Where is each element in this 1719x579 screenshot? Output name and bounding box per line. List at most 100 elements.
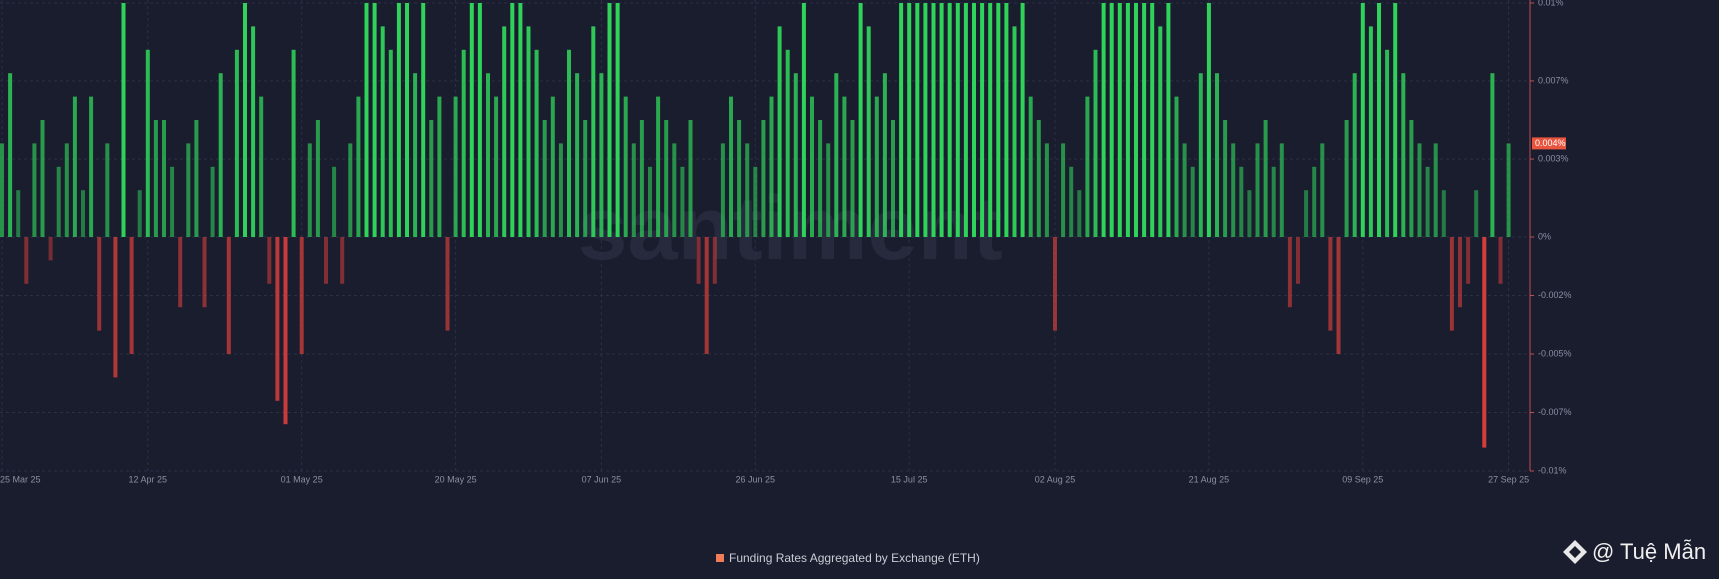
bar [1409, 120, 1414, 237]
bar [64, 143, 69, 237]
x-tick-label: 26 Jun 25 [736, 474, 776, 484]
bar [259, 96, 264, 237]
last-value-label: 0.004% [1535, 138, 1566, 148]
bar [664, 120, 669, 237]
bar [1296, 237, 1300, 284]
x-tick-label: 07 Jun 25 [582, 474, 622, 484]
bar [234, 49, 239, 237]
bar [826, 143, 831, 237]
bar [307, 143, 312, 237]
bar [502, 26, 507, 238]
bar [145, 49, 150, 237]
bar [542, 120, 547, 237]
bar [988, 3, 993, 237]
bar [980, 3, 985, 237]
bar [1085, 96, 1090, 237]
x-tick-label: 27 Sep 25 [1488, 474, 1529, 484]
bar [8, 73, 13, 237]
bar [1125, 3, 1130, 237]
bar [218, 73, 223, 237]
bar [162, 120, 166, 237]
bar [1012, 26, 1017, 238]
bar [607, 3, 612, 237]
x-tick-label: 12 Apr 25 [129, 474, 168, 484]
bar [729, 96, 733, 237]
bar [1385, 49, 1390, 237]
bar [1198, 73, 1203, 237]
bar [1053, 237, 1057, 331]
x-tick-label: 21 Aug 25 [1189, 474, 1230, 484]
bar [810, 96, 814, 237]
bar [753, 166, 758, 237]
last-value-box [1532, 137, 1566, 150]
bar [720, 143, 725, 237]
bar [1441, 190, 1446, 237]
bar [1328, 237, 1333, 331]
bar [842, 96, 847, 237]
bar [1231, 143, 1236, 237]
bar [16, 190, 21, 237]
bar [72, 96, 77, 237]
bar [1061, 143, 1066, 237]
bar [1312, 166, 1317, 237]
bar [24, 237, 29, 284]
bar [81, 190, 85, 237]
bar [113, 237, 118, 378]
bar [1101, 3, 1106, 237]
bar [1393, 3, 1398, 237]
bar [1336, 237, 1341, 354]
bar [356, 96, 361, 237]
bar [445, 237, 450, 331]
y-tick-label: -0.002% [1538, 290, 1572, 300]
bar [672, 143, 677, 237]
bar [939, 3, 944, 237]
attribution: @ Tuệ Mẫn [1592, 539, 1706, 564]
bar [550, 96, 555, 237]
bar [891, 120, 895, 237]
y-tick-label: 0.003% [1538, 153, 1569, 163]
bar [1069, 166, 1074, 237]
x-tick-label: 20 May 25 [435, 474, 477, 484]
bar [680, 166, 685, 237]
x-tick-label: 25 Mar 25 [0, 474, 41, 484]
bar [243, 3, 247, 237]
bar [1215, 73, 1219, 237]
bar [405, 3, 409, 237]
bar [907, 3, 912, 237]
bar [777, 26, 782, 238]
bar [1182, 143, 1187, 237]
bar [1223, 120, 1228, 237]
bar [1352, 73, 1357, 237]
bar [1206, 3, 1211, 237]
bar [583, 120, 588, 237]
bar [1304, 190, 1309, 237]
bar [324, 237, 328, 284]
x-tick-label: 15 Jul 25 [891, 474, 928, 484]
bar [332, 166, 337, 237]
bar [1134, 3, 1138, 237]
bar [1093, 49, 1098, 237]
bar [1239, 166, 1244, 237]
bar [1368, 26, 1373, 238]
bar [882, 73, 887, 237]
bar [1004, 3, 1009, 237]
bar [972, 3, 976, 237]
bar [696, 237, 701, 284]
bar [486, 73, 490, 237]
bar [1506, 143, 1511, 237]
bar [89, 96, 94, 237]
bar [388, 49, 393, 237]
bar [0, 143, 4, 237]
bar [1320, 143, 1325, 237]
bar [761, 120, 766, 237]
bar [737, 120, 742, 237]
bar [656, 96, 661, 237]
bar [623, 96, 628, 237]
bar [575, 73, 580, 237]
bar [97, 237, 102, 331]
bar [421, 3, 426, 237]
bar [704, 237, 709, 354]
bar [1263, 120, 1268, 237]
y-tick-label: 0.007% [1538, 75, 1569, 85]
